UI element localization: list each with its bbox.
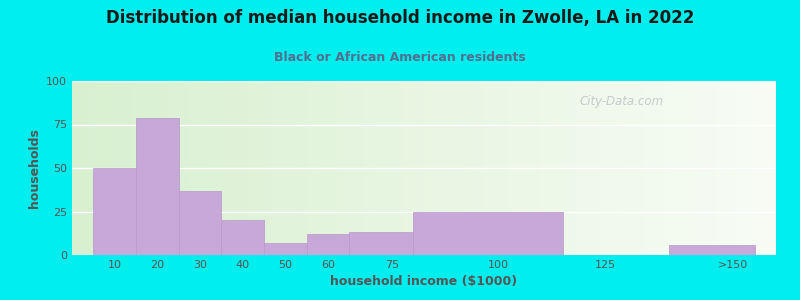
Y-axis label: households: households xyxy=(27,128,41,208)
Text: Distribution of median household income in Zwolle, LA in 2022: Distribution of median household income … xyxy=(106,9,694,27)
Bar xyxy=(178,190,222,255)
Bar xyxy=(94,168,136,255)
Bar xyxy=(414,212,562,255)
Bar xyxy=(670,244,754,255)
Text: City-Data.com: City-Data.com xyxy=(579,95,663,108)
X-axis label: household income ($1000): household income ($1000) xyxy=(330,275,518,288)
Bar xyxy=(222,220,264,255)
Bar xyxy=(350,232,414,255)
Bar xyxy=(306,234,350,255)
Bar xyxy=(136,118,178,255)
Text: Black or African American residents: Black or African American residents xyxy=(274,51,526,64)
Bar xyxy=(264,243,306,255)
